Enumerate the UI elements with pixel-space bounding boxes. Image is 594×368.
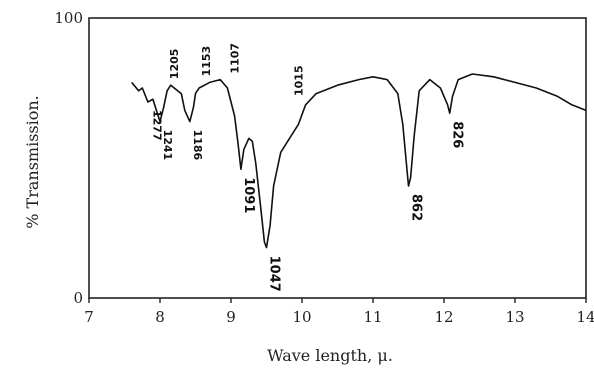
- y-axis: 0 100: [54, 9, 83, 307]
- peak-label: 1015: [292, 65, 305, 96]
- y-tick-label: 100: [54, 9, 83, 27]
- y-tick-label: 0: [73, 289, 83, 307]
- x-tick-label: 7: [84, 308, 94, 326]
- plot-border: [88, 17, 587, 299]
- x-axis-title: Wave length, μ.: [267, 346, 393, 365]
- series-group: [130, 73, 587, 249]
- x-tick-label: 11: [363, 308, 382, 326]
- plot-frame: [88, 17, 587, 299]
- peak-label: 1277: [150, 110, 163, 141]
- peak-label: 826: [450, 121, 465, 148]
- x-tick-label: 10: [292, 308, 311, 326]
- x-tick-label: 13: [505, 308, 524, 326]
- x-tick-label: 8: [155, 308, 165, 326]
- x-tick-label: 14: [576, 308, 594, 326]
- peak-label: 1186: [191, 130, 204, 161]
- peak-label: 1091: [241, 177, 256, 213]
- x-axis: 7 8 9 10 11 12 13 14: [84, 298, 594, 326]
- peak-label: 1241: [161, 130, 174, 161]
- peak-label: 1153: [200, 46, 213, 77]
- peak-label: 1205: [168, 49, 181, 80]
- peak-label: 1107: [229, 43, 242, 74]
- x-tick-label: 12: [434, 308, 453, 326]
- peak-label: 862: [409, 194, 424, 221]
- y-axis-title: % Transmission.: [23, 95, 42, 229]
- x-tick-label: 9: [226, 308, 236, 326]
- transmission-curve: [130, 73, 587, 249]
- peak-label: 1047: [267, 256, 282, 292]
